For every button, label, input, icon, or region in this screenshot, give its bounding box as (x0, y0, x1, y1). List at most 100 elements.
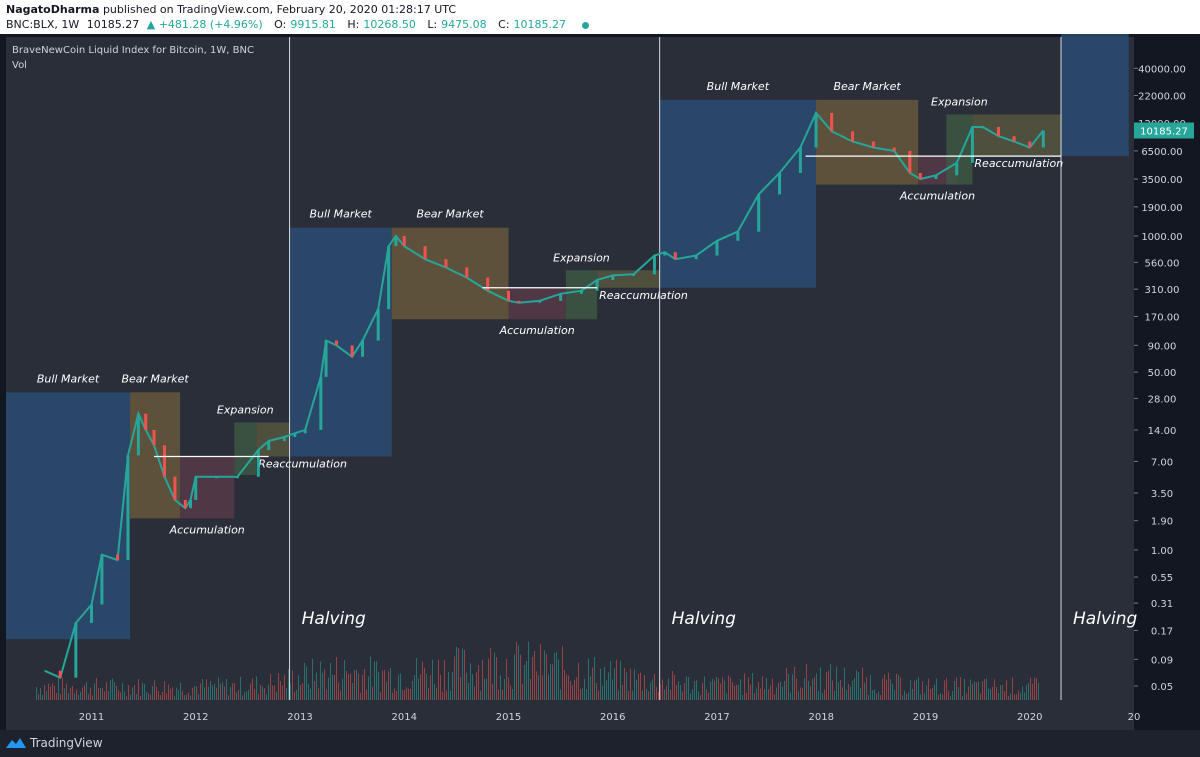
volume-bar (582, 688, 583, 700)
volume-bar (72, 685, 73, 700)
volume-bar (240, 676, 241, 700)
volume-bar (176, 687, 177, 700)
volume-bar (384, 669, 385, 700)
volume-bar (270, 673, 271, 700)
expan-region-8 (565, 270, 598, 320)
volume-bar (526, 661, 527, 700)
volume-bar (380, 692, 381, 700)
volume-bar (784, 681, 785, 700)
volume-bar (874, 689, 875, 700)
volume-bar (862, 667, 863, 700)
price-candle (324, 340, 328, 377)
volume-bar (806, 663, 807, 700)
volume-bar (920, 694, 921, 700)
y-tick-label: 3.50 (1151, 489, 1173, 500)
volume-bar (580, 689, 581, 700)
volume-bar (142, 682, 143, 700)
volume-bar (544, 650, 545, 700)
volume-bar (742, 694, 743, 700)
volume-bar (702, 682, 703, 700)
accum-region-7 (508, 287, 566, 320)
chart-area[interactable]: Bull Market Bear Market Accumulation Expans… (0, 11, 1200, 730)
volume-bar (594, 656, 595, 700)
volume-bar (400, 673, 401, 700)
volume-bar (1012, 677, 1013, 700)
volume-bar (214, 684, 215, 700)
volume-bar (76, 689, 77, 700)
volume-bar (816, 673, 817, 700)
volume-bar (1026, 685, 1027, 700)
volume-bar (464, 649, 465, 700)
volume-bar (770, 685, 771, 700)
volume-bar (52, 683, 53, 700)
volume-bar (508, 677, 509, 700)
volume-bar (530, 679, 531, 700)
price-chart[interactable]: Bull Market Bear Market Accumulation Expans… (0, 11, 1200, 730)
volume-bar (60, 694, 61, 700)
volume-bar (638, 673, 639, 700)
x-tick-label: 2015 (496, 712, 521, 723)
volume-bar (226, 678, 227, 700)
volume-bar (794, 666, 795, 700)
volume-bar (664, 689, 665, 700)
volume-bar (378, 671, 379, 700)
volume-bar (674, 674, 675, 700)
volume-bar (640, 672, 641, 700)
volume-bar (790, 692, 791, 700)
volume-bar (136, 693, 137, 700)
volume-bar (808, 680, 809, 700)
volume-bar (242, 695, 243, 700)
tradingview-logo-icon[interactable] (6, 736, 26, 750)
author-name[interactable]: NagatoDharma (6, 3, 100, 16)
volume-bar (484, 678, 485, 700)
volume-bar (780, 681, 781, 700)
volume-bar (436, 687, 437, 700)
volume-bar (256, 676, 257, 700)
volume-bar (938, 694, 939, 700)
footer-bar: TradingView (0, 730, 1200, 757)
price-candle (996, 127, 1000, 137)
volume-bar (804, 678, 805, 700)
expan-label-13: Expansion (931, 95, 988, 108)
volume-bar (322, 672, 323, 700)
volume-bar (144, 683, 145, 700)
volume-bar (734, 685, 735, 700)
price-candle (830, 112, 834, 132)
volume-bar (966, 693, 967, 700)
volume-bar (980, 693, 981, 700)
volume-bar (184, 694, 185, 700)
volume-bar (844, 667, 845, 700)
volume-bar (318, 688, 319, 700)
volume-bar (404, 689, 405, 700)
volume-bar (998, 693, 999, 700)
volume-bar (470, 663, 471, 700)
volume-bar (612, 679, 613, 700)
volume-bar (970, 679, 971, 700)
volume-bar (418, 678, 419, 700)
volume-bar (822, 693, 823, 700)
price-candle (694, 255, 698, 260)
volume-bar (950, 696, 951, 700)
volume-bar (764, 689, 765, 700)
open-value: O: 9915.81 (274, 18, 336, 31)
volume-bar (610, 660, 611, 700)
volume-bar (168, 684, 169, 700)
volume-bar (514, 654, 515, 700)
y-tick-label: 170.00 (1145, 312, 1180, 323)
volume-bar (740, 679, 741, 700)
volume-bar (910, 680, 911, 700)
volume-bar (276, 692, 277, 700)
volume-bar (446, 690, 447, 700)
volume-bar (224, 686, 225, 700)
y-tick-label: 1000.00 (1141, 232, 1182, 243)
volume-bar (760, 688, 761, 700)
volume-bar (186, 694, 187, 700)
volume-bar (872, 690, 873, 700)
volume-bar (460, 677, 461, 700)
volume-bar (170, 688, 171, 700)
y-tick-label: 7.00 (1151, 457, 1173, 468)
volume-bar (294, 691, 295, 700)
volume-bar (64, 688, 65, 700)
footer-brand[interactable]: TradingView (30, 736, 103, 750)
accum-label-12: Accumulation (899, 190, 975, 203)
